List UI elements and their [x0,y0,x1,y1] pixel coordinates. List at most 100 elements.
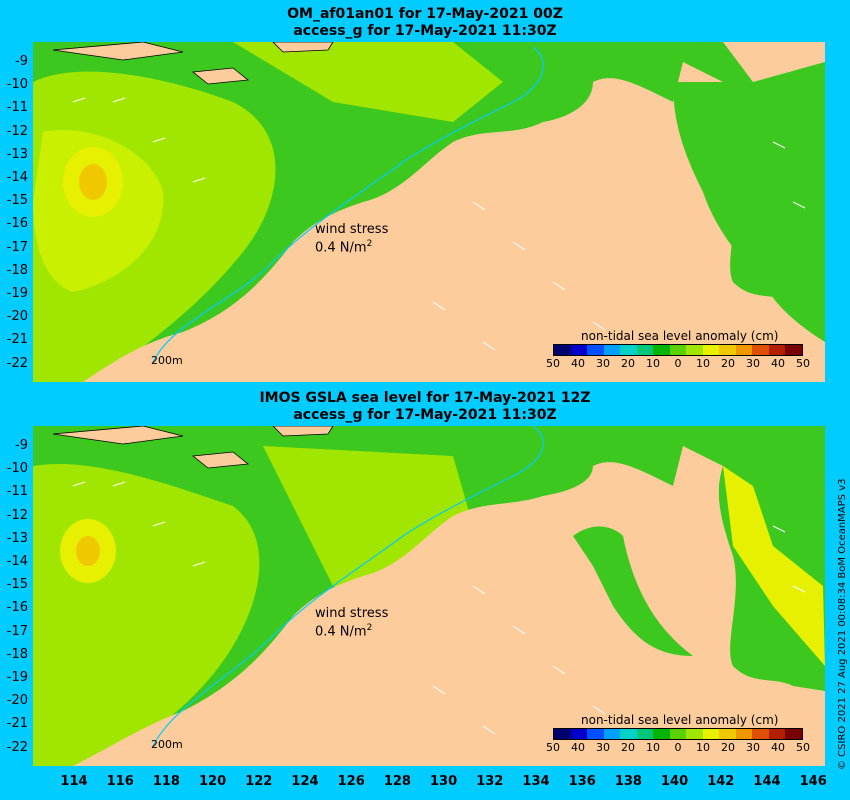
colorbar-swatch [686,729,703,739]
colorbar-tick-label: 30 [746,741,760,754]
y-tick-label: -18 [6,262,28,278]
x-tick-label: 124 [291,774,319,789]
y-tick-label: -11 [6,484,28,500]
panel-1-title: OM_af01an01 for 17-May-2021 00Z access_g… [0,6,850,40]
colorbar-swatch [669,729,687,739]
colorbar-tick-label: 10 [696,357,710,370]
colorbar-tick-label: 30 [746,357,760,370]
y-tick-label: -21 [6,716,28,732]
colorbar-ticks-top: 50 40 30 20 10 0 10 20 30 40 50 [546,357,810,371]
x-tick-label: 136 [568,774,596,789]
map-panel-bottom: wind stress 0.4 N/m2 200m non-tidal sea … [33,426,825,766]
wind-stress-label-top: wind stress 0.4 N/m2 [315,222,388,255]
y-tick-label: -10 [6,77,28,93]
x-tick-label: 122 [245,774,273,789]
y-tick-label: -15 [6,193,28,209]
panel-2-title-line2: access_g for 17-May-2021 11:30Z [293,407,557,423]
y-tick-label: -9 [15,438,28,453]
x-tick-label: 140 [661,774,689,789]
panel-2-title-line1: IMOS GSLA sea level for 17-May-2021 12Z [259,390,591,406]
panel-1-title-line1: OM_af01an01 for 17-May-2021 00Z [287,6,563,22]
colorbar-tick-label: 20 [721,741,735,754]
y-tick-label: -9 [15,54,28,69]
colorbar-swatch [702,729,720,739]
panel-1-title-line2: access_g for 17-May-2021 11:30Z [293,23,557,39]
map-top-svg [33,42,825,382]
colorbar-tick-label: 40 [771,357,785,370]
colorbar-title-top: non-tidal sea level anomaly (cm) [581,329,779,343]
y-tick-label: -13 [6,530,28,546]
colorbar-gradient-bottom [553,728,803,740]
wind-stress-text-bottom: wind stress [315,606,389,621]
x-tick-label: 146 [799,774,827,789]
x-tick-label: 120 [199,774,227,789]
colorbar-swatch [669,345,687,355]
colorbar-swatch [735,729,753,739]
x-tick-label: 116 [106,774,134,789]
y-tick-label: -22 [6,739,28,755]
colorbar-tick-label: 30 [596,741,610,754]
colorbar-swatch [653,345,670,355]
x-tick-label: 138 [614,774,642,789]
colorbar-swatch [785,345,802,355]
colorbar-swatch [768,345,786,355]
wind-stress-scale: 0.4 N/m [315,240,367,256]
colorbar-swatch [719,729,736,739]
colorbar-tick-label: 10 [696,741,710,754]
colorbar-tick-label: 0 [674,741,682,754]
colorbar-swatch [603,345,621,355]
colorbar-swatch [554,345,571,355]
map-bottom-svg [33,426,825,766]
x-tick-label: 114 [60,774,88,789]
x-tick-label: 144 [753,774,781,789]
colorbar-swatch [636,729,654,739]
colorbar-swatch [768,729,786,739]
y-tick-label: -17 [6,239,28,255]
y-tick-label: -14 [6,554,28,569]
isobath-label-bottom: 200m [151,738,183,751]
colorbar-tick-label: 50 [546,741,560,754]
colorbar-swatch [719,345,736,355]
colorbar-swatch [554,729,571,739]
x-tick-label: 118 [152,774,180,789]
colorbar-tick-label: 40 [771,741,785,754]
y-tick-label: -17 [6,623,28,639]
colorbar-swatch [686,345,703,355]
y-tick-label: -18 [6,646,28,662]
y-tick-label: -10 [6,461,28,477]
wind-stress-text: wind stress [315,222,389,237]
colorbar-tick-label: 30 [596,357,610,370]
colorbar-tick-label: 20 [621,357,635,370]
colorbar-swatch [603,729,621,739]
colorbar-tick-label: 40 [571,357,585,370]
colorbar-swatch [785,729,802,739]
wind-stress-label-bottom: wind stress 0.4 N/m2 [315,606,388,639]
colorbar-tick-label: 20 [621,741,635,754]
colorbar-title-bottom: non-tidal sea level anomaly (cm) [581,713,779,727]
y-tick-label: -20 [6,693,28,709]
colorbar-swatch [702,345,720,355]
wind-stress-sup-bottom: 2 [366,623,373,633]
y-tick-label: -19 [6,670,28,685]
y-tick-label: -20 [6,309,28,325]
colorbar-tick-label: 10 [646,357,660,370]
y-tick-label: -16 [6,216,28,232]
x-tick-label: 142 [707,774,735,789]
colorbar-tick-label: 0 [674,357,682,370]
colorbar-gradient-top [553,344,803,356]
colorbar-swatch [636,345,654,355]
colorbar-tick-label: 40 [571,741,585,754]
y-tick-label: -11 [6,100,28,116]
colorbar-swatch [735,345,753,355]
colorbar-swatch [587,345,604,355]
isobath-label-top: 200m [151,354,183,367]
colorbar-ticks-bottom: 50 40 30 20 10 0 10 20 30 40 50 [546,741,810,755]
colorbar-swatch [752,345,769,355]
credit: © CSIRO 2021 27 Aug 2021 00:08:34 BoM Oc… [836,440,850,771]
wind-stress-sup: 2 [366,239,373,249]
colorbar-tick-label: 10 [646,741,660,754]
credit-text: © CSIRO 2021 27 Aug 2021 00:08:34 BoM Oc… [837,478,848,771]
wind-stress-scale-bottom: 0.4 N/m [315,624,367,640]
colorbar-swatch [570,729,588,739]
colorbar-swatch [653,729,670,739]
